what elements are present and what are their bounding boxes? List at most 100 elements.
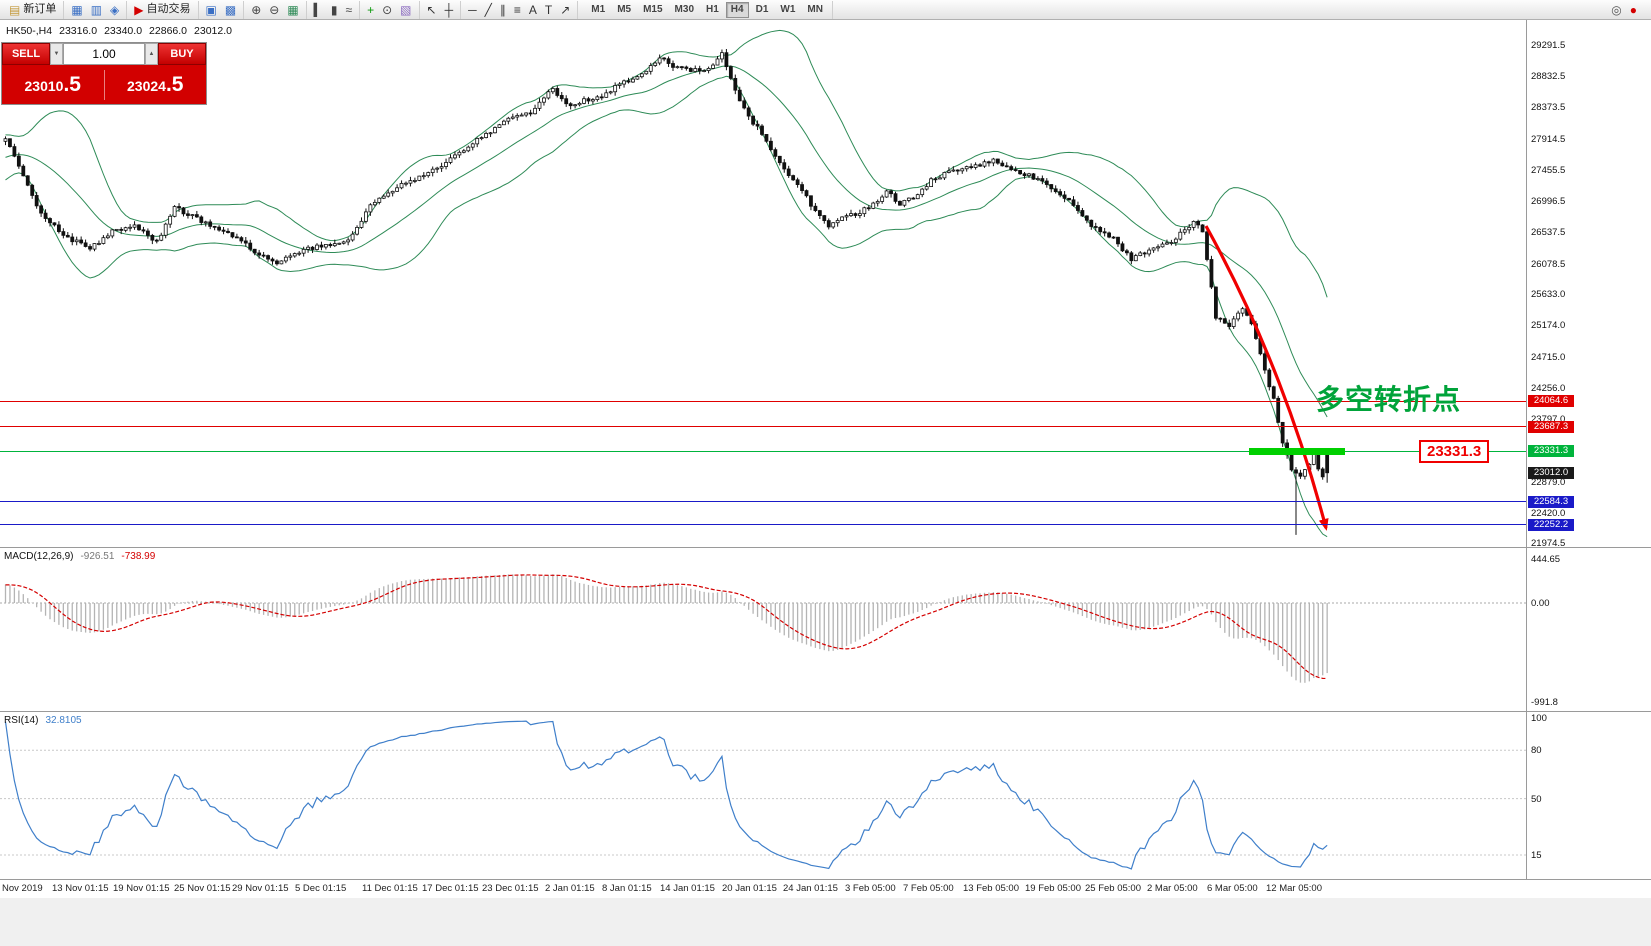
- text-button[interactable]: A: [525, 1, 541, 18]
- templates-icon: ▧: [400, 2, 412, 17]
- buy-price[interactable]: 23024.5: [105, 73, 207, 97]
- sell-price[interactable]: 23010.5: [2, 73, 104, 97]
- auto-trading-button-label: 自动交易: [146, 3, 191, 15]
- time-axis-label: 6 Mar 05:00: [1207, 883, 1258, 894]
- zoom-out-icon: ⊖: [269, 2, 280, 17]
- volume-increment-button[interactable]: ▲: [145, 43, 158, 65]
- buy-price-frac: .5: [165, 72, 184, 96]
- macd-panel: MACD(12,26,9) -926.51 -738.99: [0, 548, 1651, 712]
- search-button[interactable]: ◎: [1607, 1, 1625, 18]
- fibonacci-icon: ≡: [513, 2, 521, 17]
- price-flag-label[interactable]: 23331.3: [1419, 440, 1490, 463]
- add-indicator-button[interactable]: +: [363, 1, 378, 18]
- time-axis[interactable]: Nov 2019 13 Nov 01:15 19 Nov 01:15 25 Nov 0…: [0, 880, 1651, 898]
- fibonacci-button[interactable]: ≡: [510, 1, 525, 18]
- horizontal-line-button[interactable]: ─: [464, 1, 481, 18]
- cursor-button[interactable]: ↖: [423, 1, 441, 18]
- trade-controls-row: SELL ▼ ▲ BUY: [2, 43, 206, 65]
- new-order-button[interactable]: ▤ 新订单: [5, 1, 60, 18]
- toolbar-group: ▍ ▮ ≈: [307, 0, 361, 19]
- candlestick-plot[interactable]: [0, 20, 1527, 548]
- time-axis-label: 29 Nov 01:15: [232, 883, 289, 894]
- macd-label: MACD(12,26,9) -926.51 -738.99: [4, 551, 155, 562]
- rsi-panel: RSI(14) 32.8105: [0, 712, 1651, 879]
- line-chart-button[interactable]: ≈: [342, 1, 357, 18]
- periods-button[interactable]: ⊙: [378, 1, 396, 18]
- support-line-blue-upper[interactable]: [0, 501, 1527, 503]
- sell-button[interactable]: SELL: [2, 43, 50, 65]
- volume-input[interactable]: [63, 43, 145, 65]
- timeframe-m1[interactable]: M1: [586, 2, 610, 18]
- support-line-blue-lower[interactable]: [0, 524, 1527, 526]
- record-button[interactable]: ●: [1626, 1, 1641, 18]
- timeframe-m5[interactable]: M5: [612, 2, 636, 18]
- sell-price-frac: .5: [63, 72, 81, 96]
- timeframe-d1[interactable]: D1: [751, 2, 774, 18]
- sell-price-main: 23010: [24, 77, 64, 94]
- zoom-out-button[interactable]: ⊖: [265, 1, 283, 18]
- bollinger-band-line: [5, 65, 1328, 418]
- trend-arrow[interactable]: [1204, 225, 1329, 531]
- toolbar-group: ▶ 自动交易: [127, 0, 199, 19]
- grid-button[interactable]: ▦: [283, 1, 302, 18]
- timeframe-m15[interactable]: M15: [638, 2, 667, 18]
- arrow-tool-button[interactable]: ↗: [556, 1, 574, 18]
- templates-button[interactable]: ▧: [396, 1, 415, 18]
- time-axis-label: Nov 2019: [2, 883, 43, 894]
- panel-separator[interactable]: [0, 711, 1651, 712]
- label-icon: T: [544, 2, 553, 17]
- resistance-line-upper[interactable]: [0, 400, 1527, 402]
- periods-icon: ⊙: [382, 2, 393, 17]
- toolbar-group: + ⊙ ▧: [360, 0, 420, 19]
- time-axis-label: 2 Mar 05:00: [1147, 883, 1198, 894]
- crosshair-button[interactable]: ┼: [441, 1, 458, 18]
- macd-main-value: -926.51: [80, 551, 115, 562]
- toolbar-groups: ▤ 新订单 ▦ ▥ ◈ ▶ 自动交易 ▣ ▩ ⊕ ⊖ ▦ ▍ ▮ ≈ + ⊙ ▧ ↖ ┼ ─ ╱ ∥ ≡ A T ↗: [2, 0, 579, 20]
- market-watch-button[interactable]: ▦: [67, 1, 86, 18]
- panel-separator[interactable]: [0, 547, 1651, 548]
- arrow-tool-icon: ↗: [560, 2, 571, 17]
- time-axis-label: 25 Nov 01:15: [174, 883, 231, 894]
- time-axis-label: 2 Jan 01:15: [545, 883, 595, 894]
- bollinger-band-line: [5, 29, 1328, 298]
- rsi-name: RSI(14): [4, 715, 39, 726]
- macd-plot[interactable]: [0, 548, 1527, 712]
- toolbar-group: ▣ ▩: [199, 0, 245, 19]
- auto-trading-icon: ▶: [134, 2, 144, 17]
- panel-separator: [0, 879, 1651, 880]
- bollinger-band-line: [5, 75, 1328, 538]
- timeframe-m30[interactable]: M30: [670, 2, 699, 18]
- pivot-line-green-highlight[interactable]: [1249, 447, 1345, 455]
- chart-annotation-text[interactable]: 多空转折点: [1316, 384, 1462, 415]
- profiles-button[interactable]: ▩: [221, 1, 240, 18]
- navigator-button[interactable]: ◈: [106, 1, 123, 18]
- volume-decrement-button[interactable]: ▼: [50, 43, 63, 65]
- rsi-plot[interactable]: [0, 712, 1527, 879]
- new-chart-button[interactable]: ▣: [202, 1, 221, 18]
- timeframe-mn[interactable]: MN: [802, 2, 828, 18]
- one-click-trading-widget: SELL ▼ ▲ BUY 23010.5 23024.5: [1, 42, 207, 105]
- label-button[interactable]: T: [541, 1, 556, 18]
- toolbar: ▤ 新订单 ▦ ▥ ◈ ▶ 自动交易 ▣ ▩ ⊕ ⊖ ▦ ▍ ▮ ≈ + ⊙ ▧ ↖ ┼ ─ ╱ ∥ ≡ A T ↗ M1 M5 M15…: [0, 0, 1651, 20]
- buy-button[interactable]: BUY: [158, 43, 206, 65]
- time-axis-label: 13 Nov 01:15: [52, 883, 109, 894]
- resistance-line-lower[interactable]: [0, 426, 1527, 428]
- candlestick-chart-icon: ▮: [330, 2, 338, 17]
- pivot-line-green[interactable]: [0, 450, 1527, 452]
- trendline-button[interactable]: ╱: [481, 1, 496, 18]
- timeframe-h4[interactable]: H4: [725, 1, 749, 18]
- timeframe-toolbar: M1 M5 M15 M30 H1 H4 D1 W1 MN: [582, 0, 833, 19]
- rsi-label: RSI(14) 32.8105: [4, 715, 82, 726]
- symbol-info: HK50-,H4 23316.0 23340.0 22866.0 23012.0: [6, 25, 239, 37]
- zoom-in-button[interactable]: ⊕: [247, 1, 265, 18]
- bar-chart-button[interactable]: ▍: [310, 1, 327, 18]
- data-window-button[interactable]: ▥: [87, 1, 106, 18]
- timeframe-w1[interactable]: W1: [775, 2, 800, 18]
- toolbar-group: ─ ╱ ∥ ≡ A T ↗: [461, 0, 579, 19]
- timeframe-h1[interactable]: H1: [701, 2, 724, 18]
- time-axis-label: 20 Jan 01:15: [722, 883, 777, 894]
- candlestick-chart-button[interactable]: ▮: [327, 1, 342, 18]
- time-axis-label: 3 Feb 05:00: [845, 883, 896, 894]
- channel-button[interactable]: ∥: [496, 1, 510, 18]
- auto-trading-button[interactable]: ▶ 自动交易: [130, 1, 194, 18]
